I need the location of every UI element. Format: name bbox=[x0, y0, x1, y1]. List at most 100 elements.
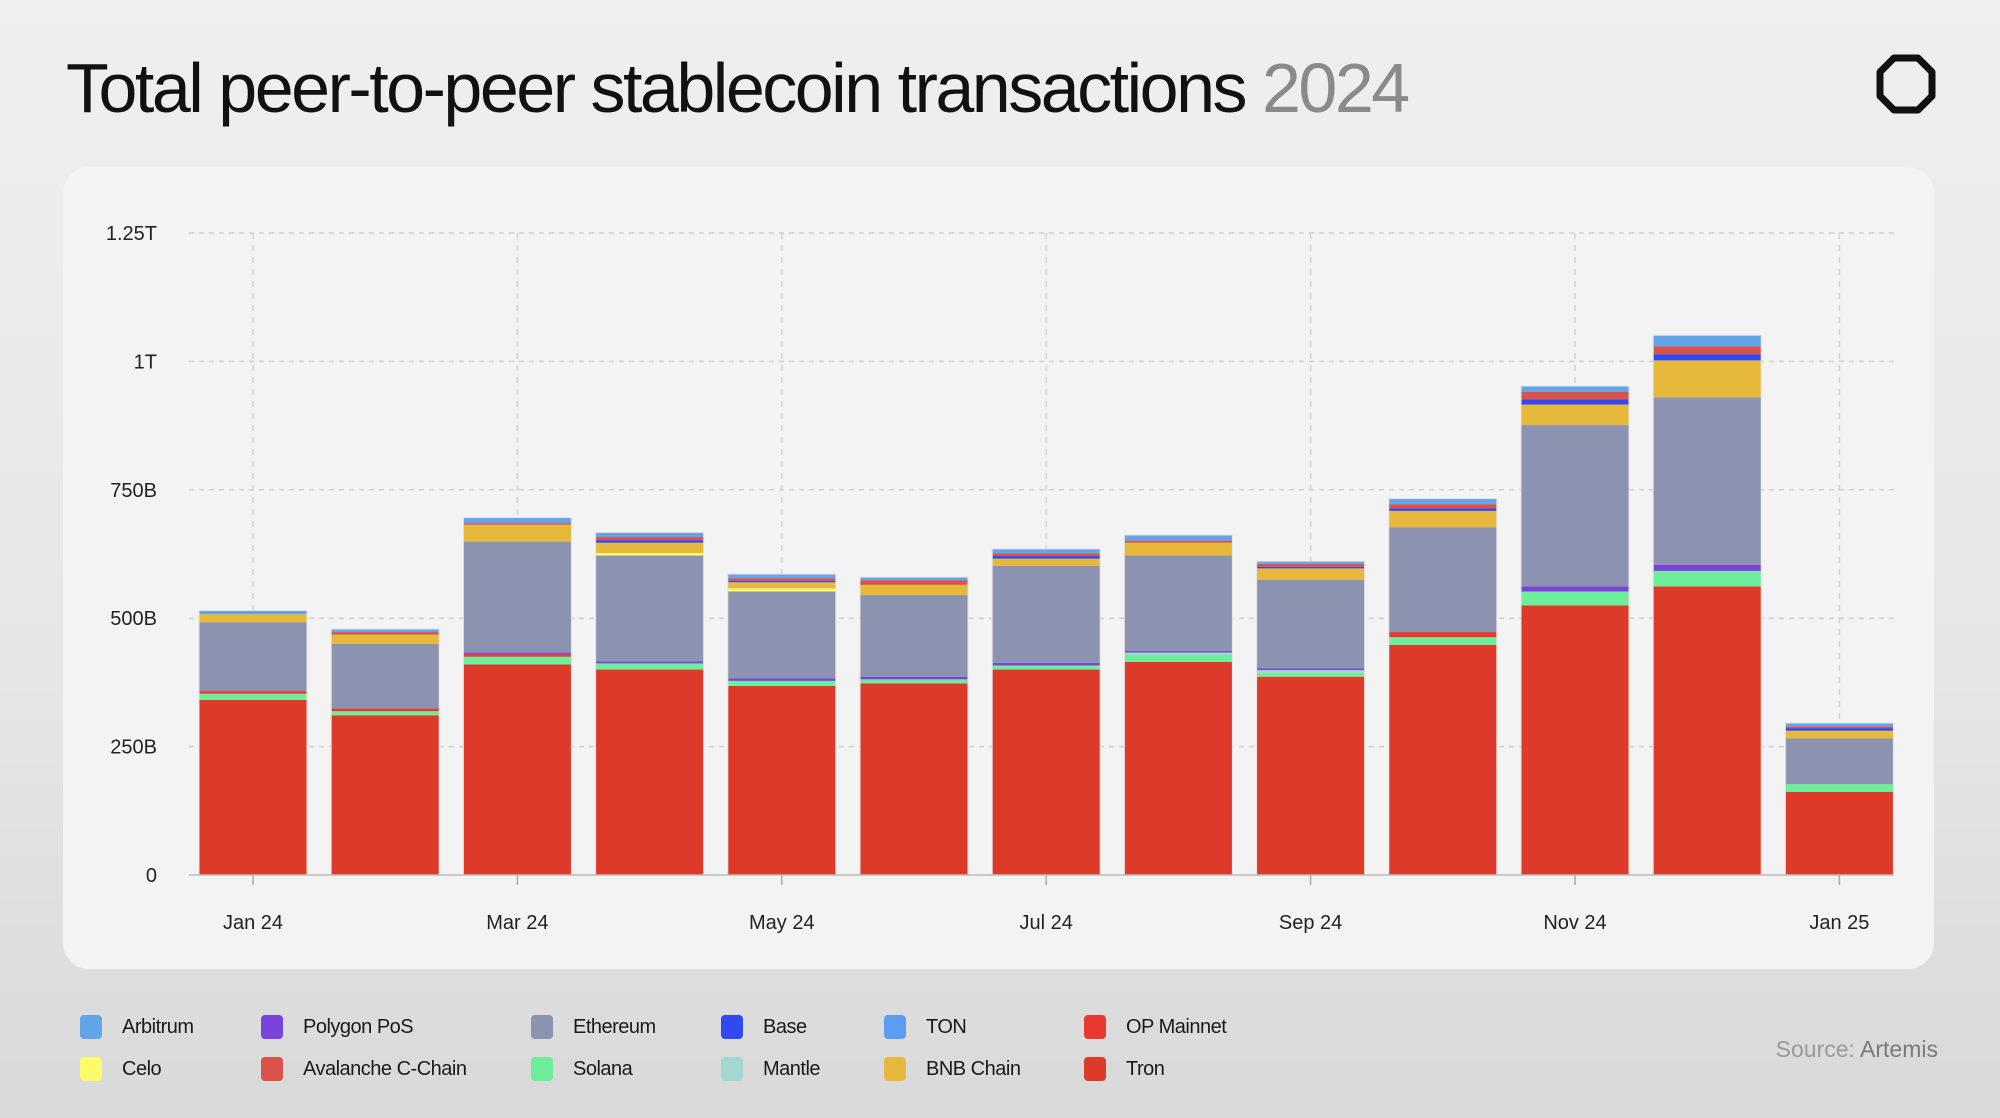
bar-segment-bnb-chain bbox=[331, 634, 439, 644]
bar-segment-arbitrum bbox=[1389, 499, 1497, 505]
x-tick-label: Mar 24 bbox=[486, 912, 548, 934]
legend-item[interactable]: BNB Chain bbox=[884, 1057, 1021, 1081]
legend-swatch-icon bbox=[531, 1057, 553, 1081]
legend-swatch-icon bbox=[531, 1015, 553, 1039]
bar-segment-bnb-chain bbox=[1389, 510, 1497, 528]
title-year: 2024 bbox=[1261, 49, 1410, 127]
y-tick-label: 1T bbox=[134, 351, 157, 373]
bar-segment-op-mainnet bbox=[331, 708, 439, 712]
title-text: Total peer-to-peer stablecoin transactio… bbox=[66, 49, 1248, 127]
bar-segment-ethereum bbox=[728, 591, 836, 679]
bar-segment-arbitrum bbox=[728, 574, 836, 579]
bar-segment-bnb-chain bbox=[992, 558, 1100, 566]
bar-segment-ethereum bbox=[1785, 738, 1893, 785]
legend-swatch-icon bbox=[261, 1057, 283, 1081]
y-tick-label: 750B bbox=[110, 480, 157, 502]
legend-item[interactable]: OP Mainnet bbox=[1084, 1015, 1227, 1039]
legend-item[interactable]: Celo bbox=[80, 1057, 162, 1081]
bar-segment-arbitrum bbox=[331, 629, 439, 633]
y-tick-label: 1.25T bbox=[106, 223, 157, 245]
legend-item[interactable]: Tron bbox=[1084, 1057, 1165, 1081]
y-tick-label: 0 bbox=[146, 865, 157, 887]
legend-item[interactable]: Base bbox=[721, 1015, 807, 1039]
legend-label: Avalanche C-Chain bbox=[303, 1057, 467, 1080]
bar-segment-bnb-chain bbox=[1257, 568, 1365, 580]
bar-segment-tron bbox=[1785, 791, 1893, 875]
bar-segment-ethereum bbox=[596, 555, 704, 662]
legend-item[interactable]: Mantle bbox=[721, 1057, 821, 1081]
bar-segment-bnb-chain bbox=[1653, 360, 1761, 398]
bar-segment-arbitrum bbox=[463, 518, 571, 524]
bar-segment-bnb-chain bbox=[199, 614, 307, 623]
bar-segment-arbitrum bbox=[1124, 535, 1232, 541]
bar-segment-solana bbox=[463, 656, 571, 665]
bar-segment-ethereum bbox=[1389, 527, 1497, 633]
legend-item[interactable]: TON bbox=[884, 1015, 967, 1039]
bar-segment-avalanche-c-chain bbox=[728, 578, 836, 581]
legend-label: Base bbox=[763, 1015, 807, 1038]
bar-segment-base bbox=[1653, 354, 1761, 361]
bar-segment-tron bbox=[596, 669, 704, 875]
bar-segment-polygon-pos bbox=[860, 676, 968, 680]
bar-segment-avalanche-c-chain bbox=[1124, 540, 1232, 543]
bar-segment-arbitrum bbox=[992, 549, 1100, 554]
bar-segment-ethereum bbox=[463, 541, 571, 653]
bar-segment-tron bbox=[860, 683, 968, 875]
bar-segment-solana bbox=[596, 663, 704, 670]
bar-segment-ethereum bbox=[860, 595, 968, 677]
x-tick-label: Nov 24 bbox=[1543, 912, 1606, 934]
bar-segment-tron bbox=[1389, 644, 1497, 875]
legend-swatch-icon bbox=[884, 1057, 906, 1081]
bar-segment-celo bbox=[728, 588, 836, 592]
bar-segment-ethereum bbox=[992, 565, 1100, 663]
bar-segment-arbitrum bbox=[1257, 561, 1365, 564]
bar-segment-polygon-pos bbox=[596, 661, 704, 664]
bar-segment-solana bbox=[1521, 591, 1629, 606]
legend-item[interactable]: Ethereum bbox=[531, 1015, 656, 1039]
legend-label: Solana bbox=[573, 1057, 633, 1080]
bar-segment-polygon-pos bbox=[1124, 651, 1232, 653]
legend-swatch-icon bbox=[80, 1015, 102, 1039]
bar-segment-bnb-chain bbox=[860, 584, 968, 596]
bar-segment-tron bbox=[1653, 586, 1761, 875]
bar-segment-arbitrum bbox=[860, 577, 968, 581]
bar-segment-bnb-chain bbox=[1521, 404, 1629, 426]
bar-segment-solana bbox=[1785, 784, 1893, 792]
bar-segment-polygon-pos bbox=[1257, 668, 1365, 671]
bar-segment-base bbox=[596, 540, 704, 543]
legend-item[interactable]: Polygon PoS bbox=[261, 1015, 414, 1039]
bar-segment-bnb-chain bbox=[1124, 542, 1232, 556]
legend-item[interactable]: Solana bbox=[531, 1057, 633, 1081]
legend-item[interactable]: Arbitrum bbox=[80, 1015, 194, 1039]
x-tick-label: Jan 25 bbox=[1809, 912, 1869, 934]
legend-label: Tron bbox=[1126, 1057, 1165, 1080]
bar-segment-tron bbox=[992, 669, 1100, 875]
bar-segment-solana bbox=[1389, 637, 1497, 645]
y-tick-label: 250B bbox=[110, 737, 157, 759]
bar-segment-bnb-chain bbox=[463, 524, 571, 542]
bar-segment-polygon-pos bbox=[1653, 564, 1761, 571]
bar-segment-tron bbox=[1521, 605, 1629, 875]
legend-item[interactable]: Avalanche C-Chain bbox=[261, 1057, 467, 1081]
bar-segment-base bbox=[1521, 399, 1629, 405]
bar-segment-op-mainnet bbox=[1389, 632, 1497, 638]
bar-segment-tron bbox=[199, 699, 307, 875]
source-note: Source: Artemis bbox=[1776, 1036, 1938, 1063]
bar-segment-avalanche-c-chain bbox=[860, 580, 968, 585]
bar-segment-solana bbox=[1124, 654, 1232, 662]
bar-segment-base bbox=[1389, 508, 1497, 511]
bar-segment-polygon-pos bbox=[728, 678, 836, 681]
bar-segment-arbitrum bbox=[1653, 335, 1761, 347]
bar-segment-avalanche-c-chain bbox=[992, 553, 1100, 557]
bar-segment-polygon-pos bbox=[992, 662, 1100, 666]
legend-label: Arbitrum bbox=[122, 1015, 194, 1038]
bar-segment-polygon-pos bbox=[1521, 586, 1629, 592]
bar-segment-bnb-chain bbox=[596, 542, 704, 553]
legend-swatch-icon bbox=[261, 1015, 283, 1039]
legend-label: OP Mainnet bbox=[1126, 1015, 1227, 1038]
bar-segment-avalanche-c-chain bbox=[1521, 391, 1629, 400]
x-tick-label: Jan 24 bbox=[223, 912, 283, 934]
bar-segment-ethereum bbox=[1124, 555, 1232, 652]
bar-segment-ethereum bbox=[331, 643, 439, 709]
bar-segment-bnb-chain bbox=[728, 582, 836, 589]
